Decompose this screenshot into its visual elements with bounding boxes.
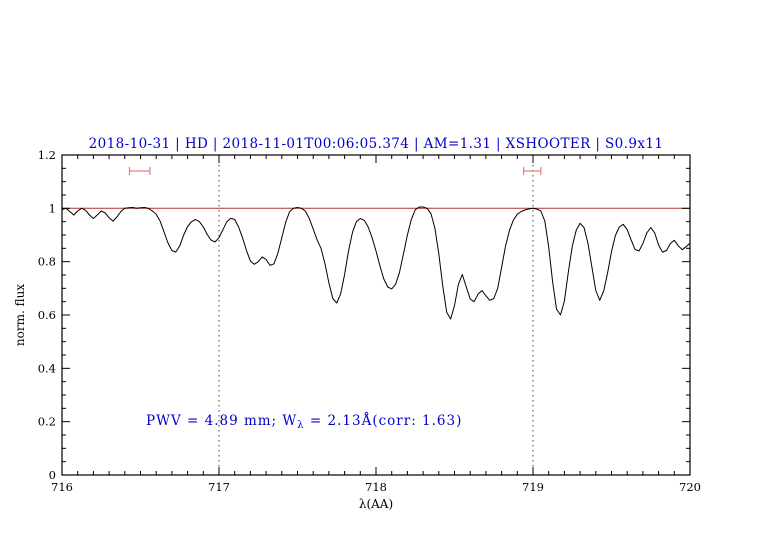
y-tick-label: 0 (49, 468, 56, 482)
y-axis-label: norm. flux (13, 284, 27, 346)
y-tick-label: 0.4 (38, 361, 56, 375)
plot-title: 2018-10-31 | HD | 2018-11-01T00:06:05.37… (89, 136, 664, 152)
y-tick-label: 1.2 (38, 148, 56, 162)
x-tick-label: 718 (365, 480, 387, 494)
pwv-annotation: PWV = 4.89 mm; Wλ = 2.13Å(corr: 1.63) (146, 413, 462, 431)
y-tick-label: 0.6 (38, 308, 56, 322)
annotation-part1: PWV = 4.89 mm; W (146, 413, 297, 429)
range-marker (128, 167, 151, 175)
x-tick-label: 720 (679, 480, 701, 494)
spectrum-line (61, 206, 691, 320)
x-tick-label: 716 (51, 480, 73, 494)
y-tick-label: 0.8 (38, 255, 56, 269)
y-tick-label: 1 (49, 201, 56, 215)
range-marker (522, 167, 542, 175)
y-tick-label: 0.2 (38, 415, 56, 429)
x-tick-label: 717 (208, 480, 230, 494)
x-axis-label: λ(AA) (359, 497, 393, 511)
annotation-part2: = 2.13Å(corr: 1.63) (305, 413, 463, 429)
x-tick-label: 719 (522, 480, 544, 494)
chart-layer: 716 717 718 719 720 0 0.2 0.4 0.6 0.8 1 1.2 (38, 148, 701, 494)
annotation-lambda-subscript: λ (297, 420, 304, 431)
